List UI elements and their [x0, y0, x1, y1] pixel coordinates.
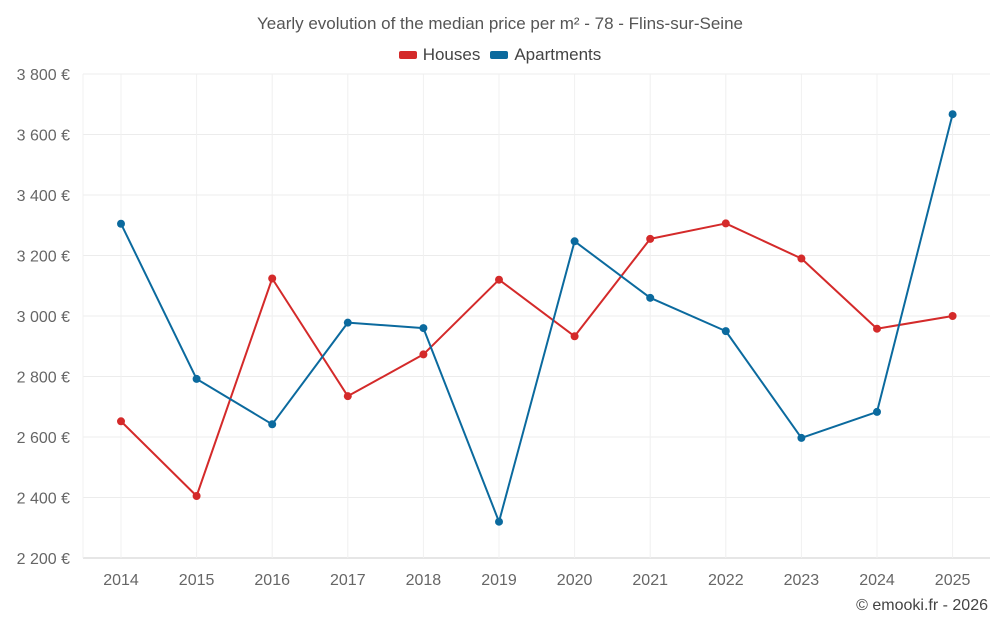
legend-item-houses[interactable]: Houses — [398, 45, 481, 65]
legend-swatch-houses — [398, 51, 417, 59]
data-point-apartments — [873, 407, 881, 416]
series-line-apartments — [120, 113, 954, 523]
y-tick-label: 3 200 € — [17, 249, 70, 266]
data-point-houses — [948, 312, 957, 320]
data-point-apartments — [419, 324, 428, 333]
y-tick-label: 2 400 € — [17, 491, 70, 508]
x-tick-label: 2015 — [179, 572, 215, 589]
legend-label-houses: Houses — [422, 45, 481, 64]
y-tick-label: 3 800 € — [17, 67, 70, 84]
data-point-houses — [721, 219, 730, 228]
data-point-apartments — [721, 327, 730, 336]
data-point-houses — [343, 392, 352, 401]
data-point-houses — [873, 324, 881, 333]
legend-item-apartments[interactable]: Apartments — [490, 45, 601, 65]
x-tick-label: 2020 — [557, 572, 593, 589]
series-line-houses — [120, 222, 953, 497]
legend-label-apartments: Apartments — [514, 45, 602, 64]
x-tick-label: 2025 — [935, 572, 971, 589]
data-point-houses — [419, 350, 428, 359]
x-tick-label: 2023 — [784, 572, 820, 589]
y-tick-label: 2 600 € — [17, 430, 70, 447]
x-tick-label: 2022 — [708, 572, 744, 589]
chart-title: Yearly evolution of the median price per… — [257, 14, 743, 33]
x-tick-label: 2018 — [406, 572, 442, 589]
x-tick-label: 2019 — [481, 572, 517, 589]
data-point-houses — [268, 274, 277, 283]
data-point-apartments — [268, 420, 277, 429]
data-point-apartments — [192, 374, 201, 383]
credit-text: © emooki.fr - 2026 — [856, 597, 988, 614]
data-point-apartments — [570, 237, 579, 246]
data-point-houses — [192, 491, 201, 500]
x-tick-label: 2021 — [632, 572, 668, 589]
legend: Houses Apartments — [0, 45, 1000, 65]
y-tick-label: 3 600 € — [17, 128, 70, 145]
data-point-houses — [117, 417, 125, 426]
data-point-apartments — [343, 318, 352, 327]
data-point-houses — [646, 234, 655, 243]
y-tick-label: 2 800 € — [17, 370, 70, 387]
x-tick-label: 2017 — [330, 572, 366, 589]
data-point-apartments — [948, 110, 957, 119]
data-point-houses — [495, 275, 503, 284]
data-point-apartments — [117, 219, 125, 228]
legend-swatch-apartments — [490, 51, 509, 59]
y-tick-label: 3 400 € — [17, 188, 70, 205]
x-tick-label: 2024 — [859, 572, 895, 589]
x-tick-label: 2016 — [254, 572, 290, 589]
y-tick-label: 2 200 € — [17, 551, 70, 568]
data-point-apartments — [646, 293, 655, 302]
data-point-apartments — [797, 433, 806, 442]
data-point-houses — [797, 254, 806, 263]
x-tick-label: 2014 — [103, 572, 139, 589]
y-tick-label: 3 000 € — [17, 309, 70, 326]
data-point-houses — [570, 332, 579, 341]
data-point-apartments — [495, 517, 503, 526]
